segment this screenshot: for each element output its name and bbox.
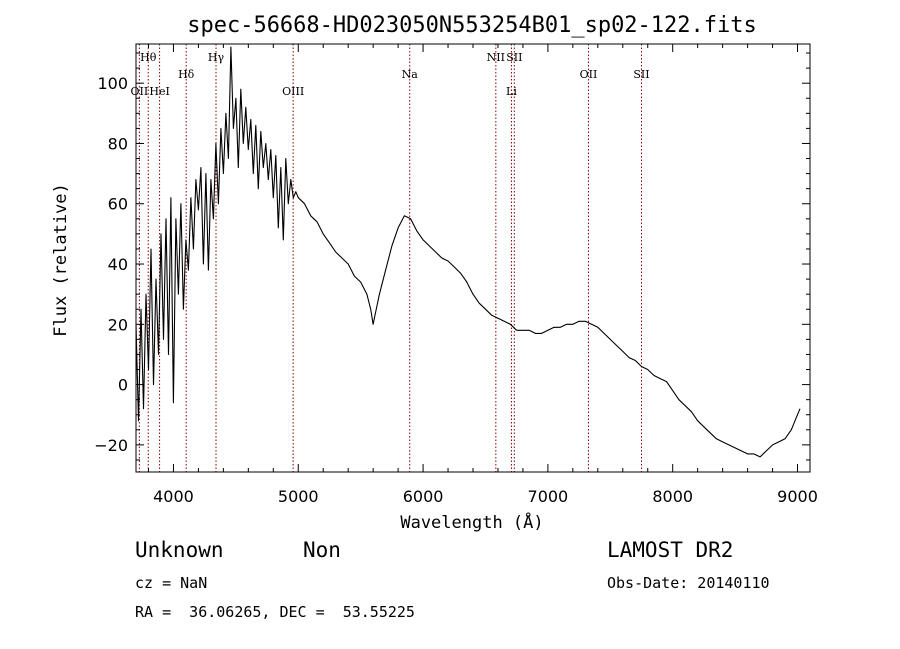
- y-axis-label: Flux (relative): [51, 183, 71, 337]
- spectral-line-label: SII: [506, 51, 522, 64]
- spectral-line-label: OIII: [282, 85, 304, 98]
- x-tick-label: 7000: [528, 487, 569, 506]
- spectral-line-label: Hθ: [140, 51, 157, 64]
- spectral-line-label: OII: [580, 68, 598, 81]
- x-tick-label: 4000: [153, 487, 194, 506]
- coordinates: RA = 36.06265, DEC = 53.55225: [135, 603, 415, 621]
- redshift-value: cz = NaN: [135, 574, 208, 592]
- spectral-line-label: NII: [487, 51, 505, 64]
- y-tick-label: 40: [108, 255, 128, 274]
- object-class: Unknown: [135, 538, 224, 562]
- x-tick-label: 6000: [403, 487, 444, 506]
- x-tick-label: 5000: [278, 487, 319, 506]
- spectral-line-label: SII: [633, 68, 649, 81]
- y-tick-label: 60: [108, 195, 128, 214]
- x-tick-label: 8000: [652, 487, 693, 506]
- survey-name: LAMOST DR2: [607, 538, 734, 562]
- chart-title: spec-56668-HD023050N553254B01_sp02-122.f…: [187, 13, 757, 38]
- spectral-line-label: Hδ: [178, 68, 195, 81]
- spectral-line-label: HeI: [149, 85, 169, 98]
- y-tick-label: 80: [108, 134, 128, 153]
- y-tick-label: 20: [108, 315, 128, 334]
- spectrum-series: [135, 46, 801, 458]
- spectral-line-label: Hγ: [208, 51, 225, 64]
- spectrum-line: [135, 46, 801, 458]
- plot-frame: [135, 43, 811, 473]
- y-tick-label: −20: [94, 436, 128, 455]
- axis-ticks: 4000 5000 6000 7000 8000 9000 −20 0 20 40 60 80 100: [94, 44, 818, 506]
- x-tick-label: 9000: [777, 487, 818, 506]
- object-subclass: Non: [303, 538, 341, 562]
- spectral-line-label: Li: [506, 85, 517, 98]
- spectral-line-label: OII: [131, 85, 149, 98]
- x-axis-label: Wavelength (Å): [400, 511, 543, 533]
- y-tick-label: 100: [97, 74, 128, 93]
- y-tick-label: 0: [118, 376, 128, 395]
- observation-date: Obs-Date: 20140110: [607, 574, 770, 592]
- spectral-line-label: Na: [402, 68, 419, 81]
